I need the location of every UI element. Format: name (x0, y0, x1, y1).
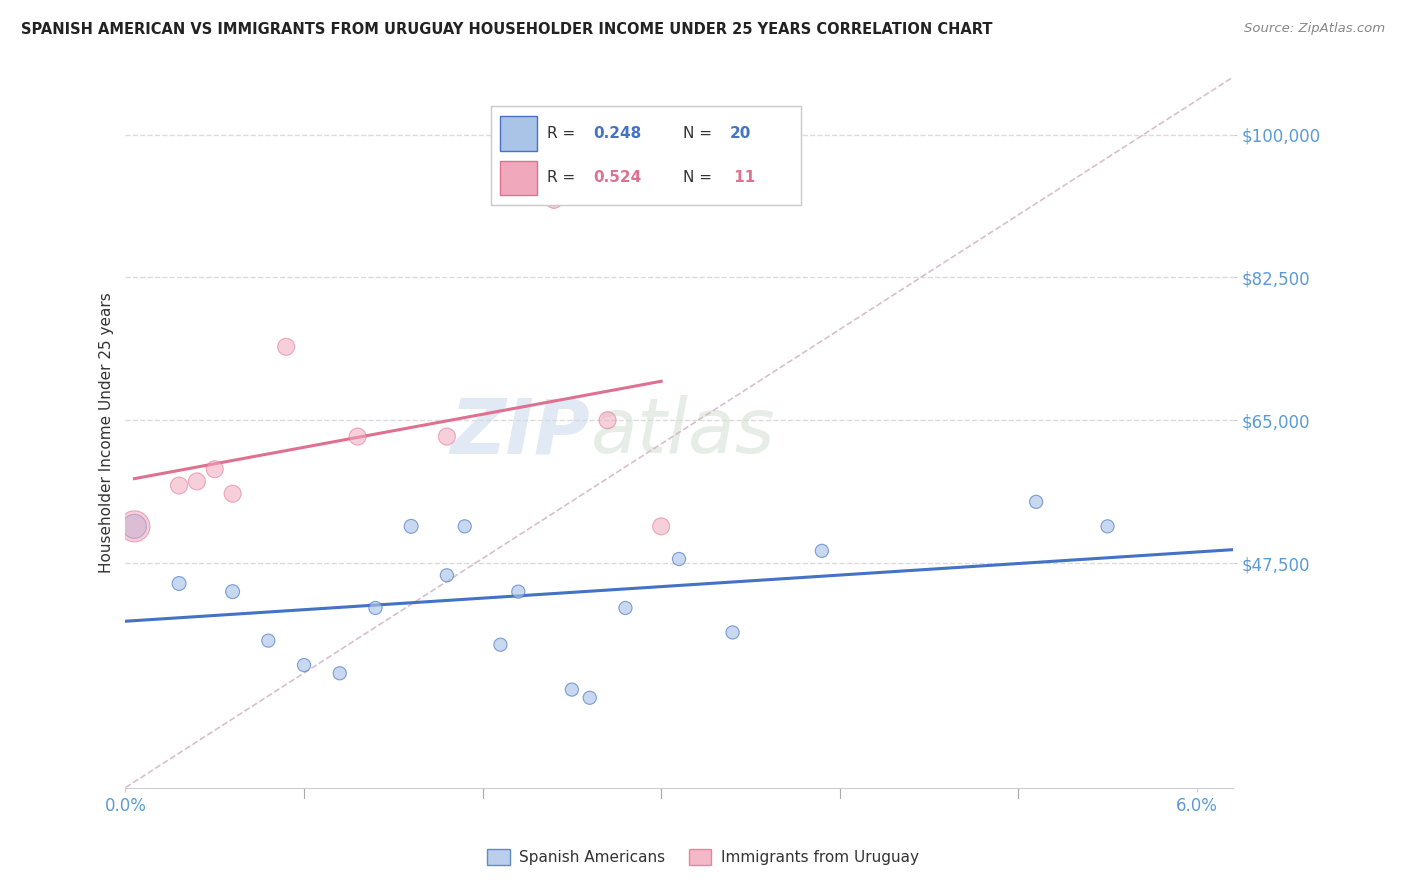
Point (489, 638, 512, 652)
Point (668, 552, 690, 566)
Point (276, 340, 298, 354)
Point (399, 519, 422, 533)
Point (364, 601, 387, 615)
Point (167, 478, 190, 492)
Point (221, 486, 243, 500)
Point (346, 429, 368, 443)
Point (1097, 519, 1119, 533)
Point (543, 193, 565, 207)
Y-axis label: Householder Income Under 25 years: Householder Income Under 25 years (100, 292, 114, 573)
Legend: Spanish Americans, Immigrants from Uruguay: Spanish Americans, Immigrants from Urugu… (481, 843, 925, 871)
Point (508, 584, 530, 599)
Point (257, 633, 280, 648)
Point (811, 544, 834, 558)
Point (329, 666, 352, 681)
Point (204, 462, 226, 476)
Point (578, 690, 600, 705)
Point (221, 584, 243, 599)
Point (124, 519, 146, 533)
Text: atlas: atlas (591, 395, 775, 469)
Point (186, 475, 208, 489)
Point (436, 568, 458, 582)
Point (596, 413, 619, 427)
Point (436, 429, 458, 443)
Point (1025, 495, 1047, 509)
Point (614, 601, 637, 615)
Text: SPANISH AMERICAN VS IMMIGRANTS FROM URUGUAY HOUSEHOLDER INCOME UNDER 25 YEARS CO: SPANISH AMERICAN VS IMMIGRANTS FROM URUG… (21, 22, 993, 37)
Point (561, 682, 583, 697)
Point (292, 658, 315, 673)
Point (167, 576, 190, 591)
Point (721, 625, 744, 640)
Point (454, 519, 477, 533)
Point (124, 519, 146, 533)
Text: ZIP: ZIP (451, 395, 591, 469)
Text: Source: ZipAtlas.com: Source: ZipAtlas.com (1244, 22, 1385, 36)
Point (650, 519, 672, 533)
